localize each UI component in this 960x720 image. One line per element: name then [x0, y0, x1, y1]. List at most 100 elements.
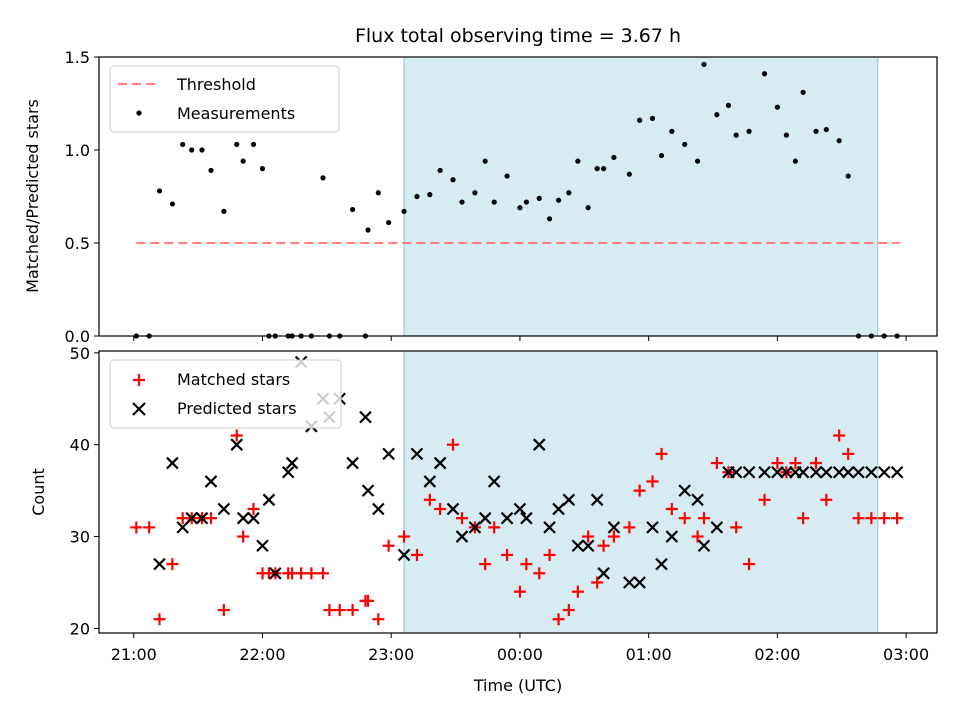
- matched-star-point: [316, 567, 329, 580]
- x-tick-label: 03:00: [883, 645, 929, 664]
- measurement-point: [259, 166, 266, 172]
- matched-star-point: [797, 512, 810, 525]
- legend-measurements-label: Measurements: [177, 104, 295, 123]
- predicted-star-point: [520, 511, 533, 525]
- measurement-point: [221, 208, 227, 214]
- measurement-point: [240, 158, 246, 164]
- predicted-star-point: [195, 511, 209, 525]
- x-tick-label: 22:00: [239, 645, 285, 664]
- predicted-star-point: [590, 493, 604, 507]
- predicted-star-point: [397, 548, 411, 562]
- matched-star-point: [771, 457, 784, 470]
- predicted-star-point: [780, 465, 793, 479]
- predicted-star-point: [468, 521, 482, 534]
- measurement-point: [626, 171, 632, 177]
- predicted-star-point: [359, 410, 372, 424]
- bottom-y-tick-label: 40: [70, 436, 90, 455]
- predicted-star-point: [166, 456, 179, 470]
- measurement-point: [199, 147, 205, 153]
- predicted-star-point: [236, 511, 250, 525]
- predicted-star-point: [742, 465, 756, 479]
- measurement-point: [575, 158, 581, 164]
- legend-measurements-swatch: [136, 110, 142, 116]
- measurement-point: [658, 152, 665, 159]
- predicted-star-point: [247, 511, 260, 525]
- matched-star-point: [852, 512, 865, 525]
- predicted-star-point: [217, 502, 231, 516]
- matched-star-point: [410, 548, 423, 561]
- legend-predicted-swatch: [132, 402, 146, 416]
- legend-matched-label: Matched stars: [177, 370, 290, 389]
- matched-star-point: [423, 493, 436, 506]
- matched-star-point: [562, 604, 575, 617]
- measurement-point: [208, 167, 214, 174]
- top-shaded-region: [403, 56, 879, 337]
- predicted-star-point: [832, 465, 846, 479]
- matched-star-point: [891, 512, 904, 525]
- measurement-point: [365, 227, 371, 233]
- x-tick-label: 02:00: [754, 645, 800, 664]
- measurement-point: [701, 61, 707, 68]
- top-axes-frame: [98, 56, 938, 337]
- matched-star-point: [237, 530, 250, 543]
- predicted-star-point: [758, 465, 771, 479]
- matched-star-point: [372, 613, 385, 626]
- measurement-point: [437, 167, 443, 174]
- measurement-point: [375, 190, 381, 196]
- matched-star-point: [607, 530, 620, 543]
- matched-star-point: [501, 548, 514, 561]
- predicted-star-point: [710, 521, 724, 534]
- matched-star-point: [323, 604, 336, 617]
- matched-star-point: [166, 558, 179, 571]
- matched-star-point: [878, 512, 891, 525]
- matched-star-point: [153, 613, 166, 626]
- top-panel: 0.0 0.5 1.0 1.5 Matched/Predicted stars Thr…: [23, 48, 938, 346]
- x-tick-label: 23:00: [368, 645, 414, 664]
- measurement-point: [761, 71, 768, 77]
- predicted-star-point: [562, 493, 576, 507]
- measurement-point: [800, 89, 806, 95]
- measurement-point: [386, 219, 392, 226]
- measurement-point: [637, 117, 643, 123]
- matched-star-point: [513, 585, 526, 598]
- predicted-star-point: [623, 576, 636, 589]
- measurement-point: [746, 128, 752, 134]
- predicted-star-point: [185, 511, 198, 525]
- predicted-star-point: [841, 465, 855, 479]
- bottom-legend-box: [109, 359, 342, 429]
- measurement-point: [774, 104, 780, 110]
- measurement-point: [189, 147, 195, 153]
- measurement-point: [611, 154, 617, 161]
- predicted-star-point: [382, 447, 395, 461]
- measurement-point: [845, 173, 851, 179]
- measurement-point: [472, 190, 478, 196]
- predicted-star-point: [771, 465, 784, 479]
- predicted-star-point: [552, 502, 565, 516]
- top-y-tick-label: 1.5: [65, 48, 90, 67]
- matched-star-point: [398, 530, 411, 543]
- x-tick-label: 21:00: [111, 645, 157, 664]
- predicted-star-point: [361, 484, 375, 497]
- top-y-axis-label: Matched/Predicted stars: [23, 99, 42, 293]
- predicted-star-point: [633, 576, 646, 589]
- measurement-point: [594, 166, 600, 172]
- legend-threshold-label: Threshold: [176, 75, 256, 94]
- predicted-star-point: [285, 456, 299, 470]
- measurement-point: [414, 193, 420, 200]
- matched-star-point: [646, 475, 659, 488]
- x-tick-label: 01:00: [626, 645, 672, 664]
- x-tick-label: 00:00: [497, 645, 543, 664]
- predicted-star-point: [372, 502, 385, 516]
- measurement-point: [669, 128, 675, 134]
- matched-star-point: [655, 447, 668, 460]
- predicted-star-point: [410, 447, 424, 461]
- matched-star-point: [333, 604, 346, 617]
- measurement-point: [725, 102, 732, 108]
- top-y-tick-label: 0.5: [65, 234, 90, 253]
- matched-star-point: [362, 594, 375, 607]
- bottom-shaded-region: [403, 350, 879, 634]
- matched-star-point: [833, 429, 846, 442]
- measurement-point: [585, 205, 591, 211]
- measurement-point: [349, 206, 356, 213]
